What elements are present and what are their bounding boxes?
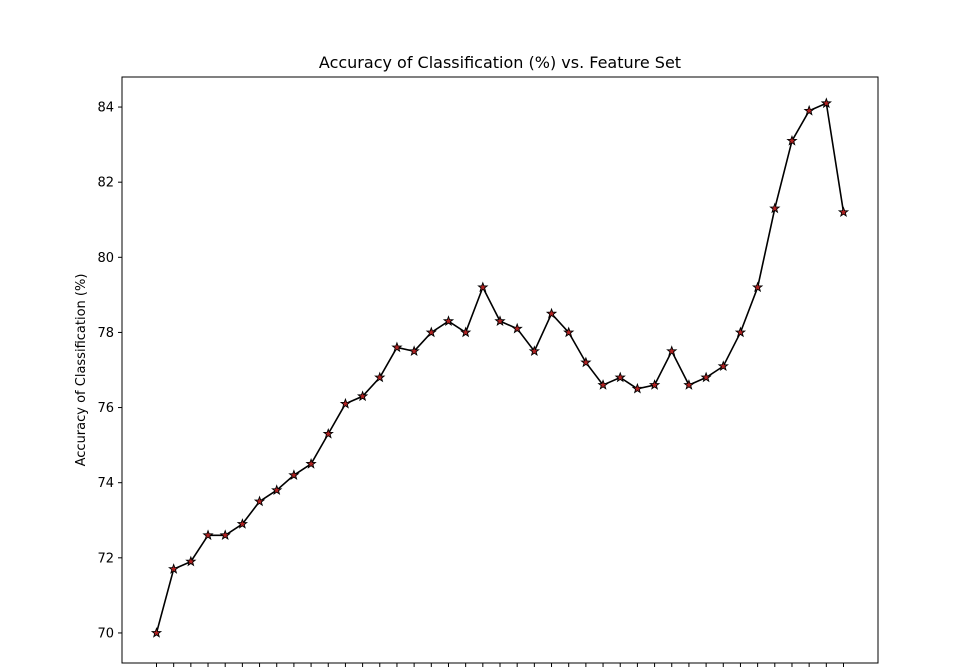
- data-point-marker: [168, 563, 180, 574]
- data-point-marker: [631, 382, 644, 394]
- data-point-marker: [563, 326, 575, 338]
- data-point-marker: [803, 104, 815, 116]
- y-tick-label: 84: [97, 101, 114, 116]
- series-line: [155, 102, 845, 634]
- data-point-marker: [185, 555, 197, 567]
- data-point-marker: [494, 315, 506, 326]
- y-tick-label: 80: [97, 251, 114, 266]
- y-tick-label: 76: [97, 401, 114, 416]
- y-tick-label: 74: [97, 476, 114, 491]
- data-point-marker: [837, 206, 850, 218]
- data-point-marker: [769, 202, 781, 214]
- data-point-marker: [597, 379, 609, 390]
- data-point-marker: [460, 326, 472, 338]
- data-point-marker: [339, 397, 352, 409]
- data-point-marker: [648, 379, 661, 390]
- data-point-marker: [425, 326, 437, 338]
- data-point-marker: [408, 345, 420, 357]
- y-axis-label: Accuracy of Classification (%): [74, 274, 89, 467]
- data-point-marker: [219, 529, 231, 541]
- data-point-marker: [288, 469, 300, 480]
- data-point-marker: [322, 427, 334, 439]
- data-point-marker: [253, 495, 266, 507]
- y-tick-label: 70: [97, 626, 114, 641]
- plot-area-frame: [121, 76, 879, 664]
- data-point-marker: [511, 322, 523, 334]
- data-point-marker: [202, 529, 214, 541]
- y-tick-label: 78: [97, 326, 114, 341]
- data-point-marker: [580, 356, 592, 368]
- data-point-marker: [374, 371, 386, 383]
- data-point-marker: [786, 134, 798, 146]
- data-point-marker: [734, 326, 747, 338]
- data-point-marker: [305, 457, 317, 469]
- data-point-marker: [614, 371, 626, 383]
- y-tick-label: 72: [97, 551, 114, 566]
- y-tick-label: 82: [97, 176, 114, 191]
- data-point-marker: [683, 379, 695, 390]
- data-point-marker: [666, 345, 678, 357]
- chart-title: Accuracy of Classification (%) vs. Featu…: [319, 53, 681, 72]
- data-point-marker: [545, 307, 558, 319]
- data-point-marker: [391, 341, 403, 353]
- data-point-marker: [528, 345, 540, 357]
- data-point-marker: [820, 97, 832, 109]
- data-point-marker: [717, 360, 729, 372]
- data-point-marker: [752, 281, 764, 293]
- data-point-marker: [442, 315, 455, 326]
- data-point-marker: [700, 371, 712, 383]
- data-point-marker: [150, 627, 163, 638]
- data-point-marker: [477, 281, 489, 293]
- data-point-marker: [356, 390, 369, 402]
- data-point-marker: [236, 518, 249, 529]
- data-point-marker: [271, 484, 283, 495]
